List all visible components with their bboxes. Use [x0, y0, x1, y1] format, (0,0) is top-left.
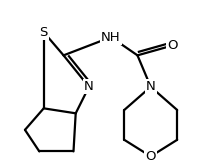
Text: NH: NH: [101, 31, 121, 44]
Text: O: O: [168, 39, 178, 52]
Text: N: N: [84, 80, 94, 93]
Text: S: S: [40, 26, 48, 39]
Text: N: N: [146, 80, 156, 93]
Text: O: O: [145, 150, 156, 163]
